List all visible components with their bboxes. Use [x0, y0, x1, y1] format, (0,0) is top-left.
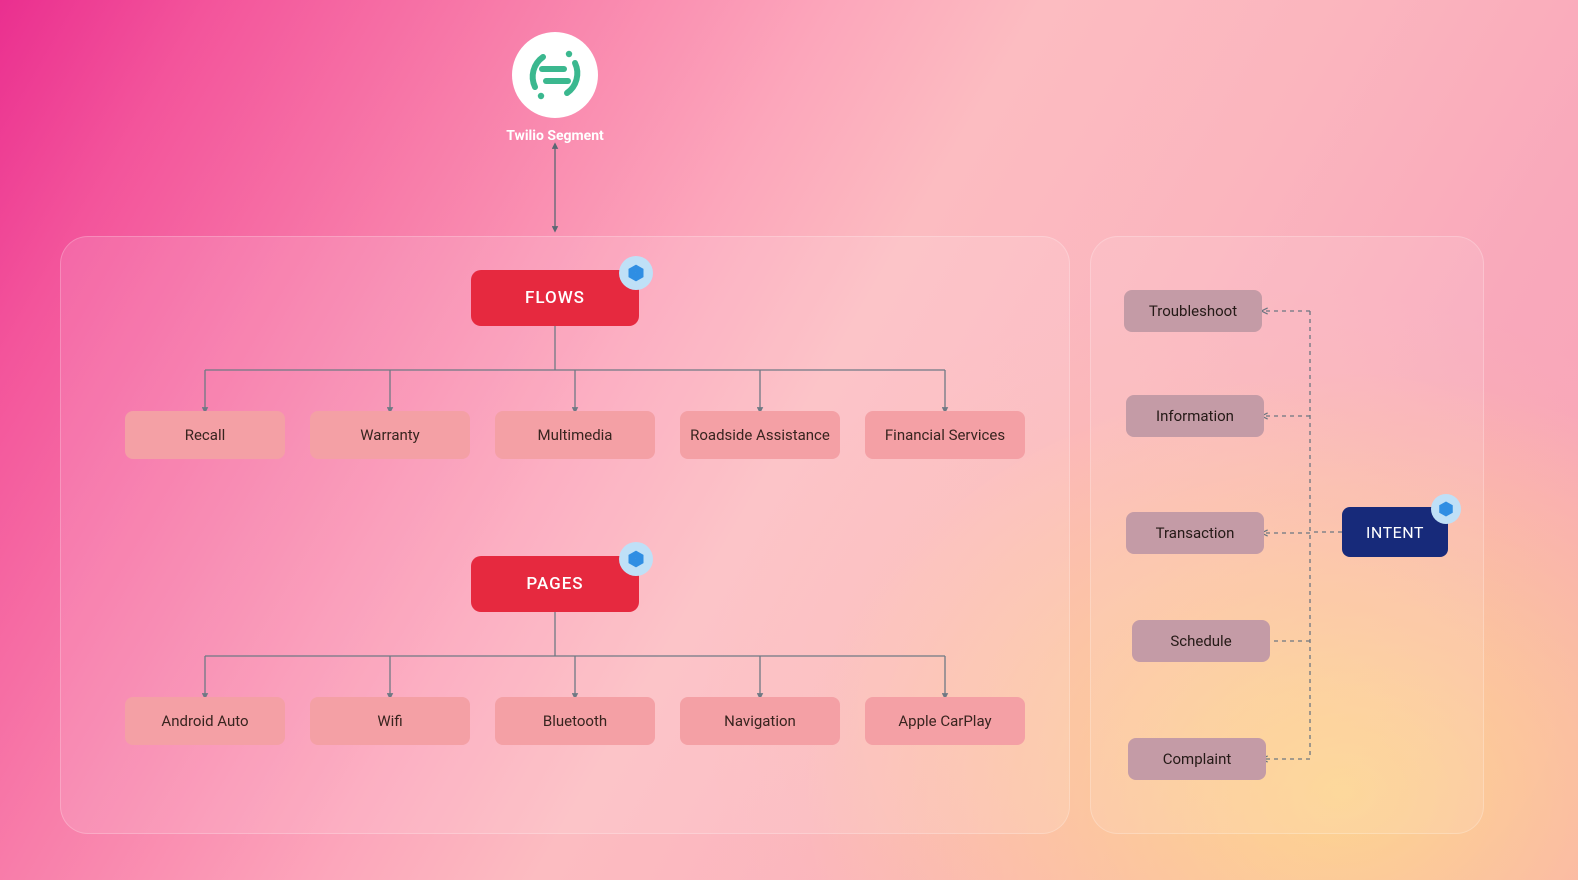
flows-leaf-4-label: Financial Services [885, 426, 1005, 444]
pages-leaf-3: Navigation [680, 697, 840, 745]
intent-header: INTENT [1342, 507, 1448, 557]
pages-header-label: PAGES [526, 574, 583, 594]
intent-leaf-0: Troubleshoot [1124, 290, 1262, 332]
flows-header: FLOWS [471, 270, 639, 326]
pages-leaf-4-label: Apple CarPlay [898, 712, 991, 730]
intent-leaf-4: Complaint [1128, 738, 1266, 780]
cube-icon [1431, 494, 1461, 524]
logo-block: Twilio Segment [495, 32, 615, 144]
cube-icon [619, 542, 653, 576]
flows-leaf-2-label: Multimedia [538, 426, 613, 444]
flows-leaf-1: Warranty [310, 411, 470, 459]
flows-leaf-3: Roadside Assistance [680, 411, 840, 459]
intent-leaf-0-label: Troubleshoot [1149, 302, 1237, 320]
intent-leaf-1-label: Information [1156, 407, 1234, 425]
pages-leaf-2: Bluetooth [495, 697, 655, 745]
flows-leaf-1-label: Warranty [360, 426, 420, 444]
segment-logo-icon [512, 32, 598, 118]
pages-leaf-0-label: Android Auto [161, 712, 248, 730]
pages-leaf-3-label: Navigation [724, 712, 796, 730]
intent-leaf-2-label: Transaction [1156, 524, 1235, 542]
intent-leaf-1: Information [1126, 395, 1264, 437]
pages-leaf-1: Wifi [310, 697, 470, 745]
cube-icon [619, 256, 653, 290]
logo-label: Twilio Segment [495, 128, 615, 144]
flows-header-label: FLOWS [525, 288, 585, 308]
intent-leaf-3-label: Schedule [1170, 632, 1231, 650]
flows-leaf-2: Multimedia [495, 411, 655, 459]
pages-leaf-0: Android Auto [125, 697, 285, 745]
pages-leaf-4: Apple CarPlay [865, 697, 1025, 745]
intent-leaf-3: Schedule [1132, 620, 1270, 662]
flows-leaf-0-label: Recall [185, 426, 226, 444]
pages-leaf-2-label: Bluetooth [543, 712, 607, 730]
pages-leaf-1-label: Wifi [377, 712, 402, 730]
flows-leaf-3-label: Roadside Assistance [690, 426, 830, 444]
flows-leaf-4: Financial Services [865, 411, 1025, 459]
intent-leaf-4-label: Complaint [1163, 750, 1232, 768]
intent-header-label: INTENT [1366, 523, 1424, 542]
intent-leaf-2: Transaction [1126, 512, 1264, 554]
pages-header: PAGES [471, 556, 639, 612]
flows-leaf-0: Recall [125, 411, 285, 459]
